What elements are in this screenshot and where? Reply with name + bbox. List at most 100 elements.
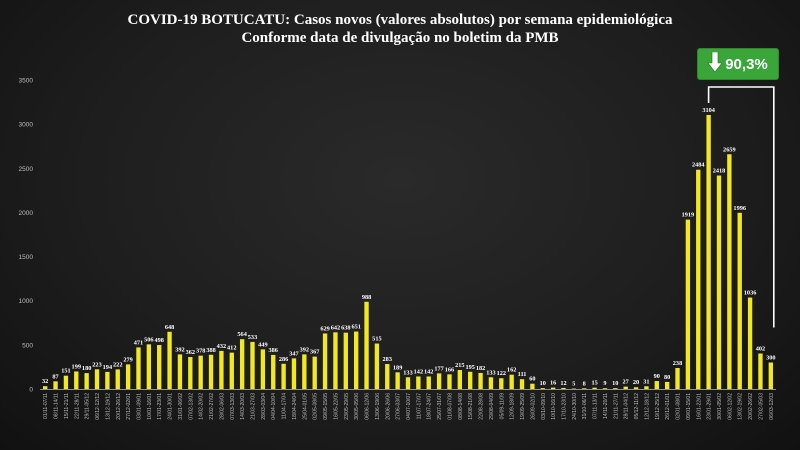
x-tick-label: 26/09-02/10 <box>530 393 536 420</box>
value-label: 87 <box>52 373 58 380</box>
value-label: 27 <box>623 379 629 386</box>
bar <box>727 154 732 389</box>
y-tick-label: 500 <box>22 342 33 349</box>
bar <box>395 372 400 389</box>
x-tick-label: 08/11-14/11 <box>54 393 60 419</box>
x-tick-label: 16/05-22/05 <box>333 393 339 420</box>
bar <box>105 371 110 389</box>
x-tick-label: 07/11-13/11 <box>593 393 599 419</box>
value-label: 12 <box>560 380 566 387</box>
bar <box>43 386 48 389</box>
bar <box>84 373 89 389</box>
value-label: 386 <box>269 347 278 354</box>
bar <box>260 349 266 389</box>
bar <box>633 387 639 389</box>
value-label: 8 <box>583 380 586 387</box>
x-tick-label: 30/05-05/06 <box>354 393 360 420</box>
value-label: 31 <box>643 378 649 385</box>
x-tick-label: 16/01-22/01 <box>696 393 702 420</box>
reduction-bracket <box>707 86 775 328</box>
bar <box>281 363 286 389</box>
bar <box>219 350 224 389</box>
x-tick-label: 21/11-27/11 <box>613 393 619 419</box>
x-tick-label: 17/10-23/10 <box>561 393 567 420</box>
x-tick-label: 19/12-25/12 <box>655 393 661 420</box>
y-tick-label: 0 <box>29 387 33 394</box>
bar <box>208 354 214 389</box>
value-label: 1996 <box>733 205 746 212</box>
x-tick-label: 02/01-08/01 <box>676 393 682 420</box>
x-tick-label: 10/01-16/01 <box>147 393 153 420</box>
value-label: 3104 <box>702 107 715 114</box>
x-tick-label: 01/11-07/11 <box>43 393 49 419</box>
value-label: 16 <box>550 380 556 387</box>
x-tick-label: 18/04-24/04 <box>292 393 298 420</box>
value-label: 60 <box>529 376 535 383</box>
y-tick-label: 1000 <box>19 298 34 305</box>
value-label: 283 <box>383 356 392 363</box>
bar <box>364 301 369 389</box>
value-label: 392 <box>300 346 309 353</box>
x-tick-label: 15/11-21/11 <box>64 393 70 419</box>
x-tick-label: 29/08-04/09 <box>489 393 495 420</box>
x-tick-label: 05/12-11/12 <box>634 393 640 420</box>
bar <box>94 369 100 389</box>
value-label: 15 <box>591 380 597 387</box>
bar <box>447 374 452 389</box>
bar <box>737 212 742 389</box>
value-label: 988 <box>362 294 371 301</box>
value-label: 142 <box>414 368 423 375</box>
bar <box>550 387 556 389</box>
x-tick-label: 01/08-07/08 <box>447 393 453 420</box>
bracket-line <box>707 86 775 328</box>
x-tick-label: 11/04-17/04 <box>282 393 288 420</box>
bar <box>436 373 442 389</box>
value-label: 638 <box>341 325 350 332</box>
value-label: 151 <box>61 368 70 375</box>
bar <box>229 352 234 389</box>
value-label: 223 <box>92 361 101 368</box>
value-label: 648 <box>165 324 174 331</box>
value-label: 449 <box>258 341 267 348</box>
value-label: 642 <box>331 324 340 331</box>
x-tick-label: 29/11-05/12 <box>85 393 91 420</box>
bar <box>499 378 504 389</box>
x-tick-label: 31/01-06/02 <box>178 393 184 420</box>
bar <box>115 369 120 389</box>
bar <box>146 344 152 389</box>
bar <box>125 364 131 389</box>
bar <box>177 354 183 389</box>
value-label: 180 <box>82 365 91 372</box>
x-tick-label: 11/07-17/07 <box>416 393 422 420</box>
y-tick-label: 1500 <box>19 254 34 261</box>
x-tick-label: 23/05-29/05 <box>344 393 350 420</box>
bar <box>706 114 711 390</box>
x-tick-label: 25/04-01/05 <box>302 393 308 420</box>
value-label: 564 <box>237 331 247 338</box>
bar <box>167 331 172 389</box>
value-label: 9 <box>603 380 606 387</box>
bar <box>385 364 390 389</box>
x-tick-label: 06/02-12/02 <box>727 393 733 420</box>
value-label: 194 <box>103 364 113 371</box>
x-tick-label: 09/01-15/01 <box>686 393 692 420</box>
arrow-down-icon <box>707 51 723 76</box>
bar <box>768 362 773 389</box>
value-label: 177 <box>434 365 443 372</box>
x-tick-label: 12/12-18/12 <box>644 393 650 420</box>
x-tick-label: 03/01-09/01 <box>136 393 142 420</box>
x-tick-label: 28/03-03/04 <box>261 393 267 420</box>
x-tick-label: 27/02-05/03 <box>758 393 764 420</box>
x-tick-label: 06/06-12/06 <box>365 393 371 420</box>
bar <box>374 343 380 389</box>
bar <box>664 381 670 389</box>
bar <box>685 219 691 389</box>
bar <box>654 381 659 389</box>
chart-title-line2: Conforme data de divulgação no boletim d… <box>241 30 559 46</box>
x-tick-label: 07/03-13/03 <box>230 393 236 420</box>
value-label: 1919 <box>682 212 695 219</box>
bar <box>623 386 628 389</box>
value-label: 286 <box>279 356 288 363</box>
value-label: 402 <box>756 346 765 353</box>
